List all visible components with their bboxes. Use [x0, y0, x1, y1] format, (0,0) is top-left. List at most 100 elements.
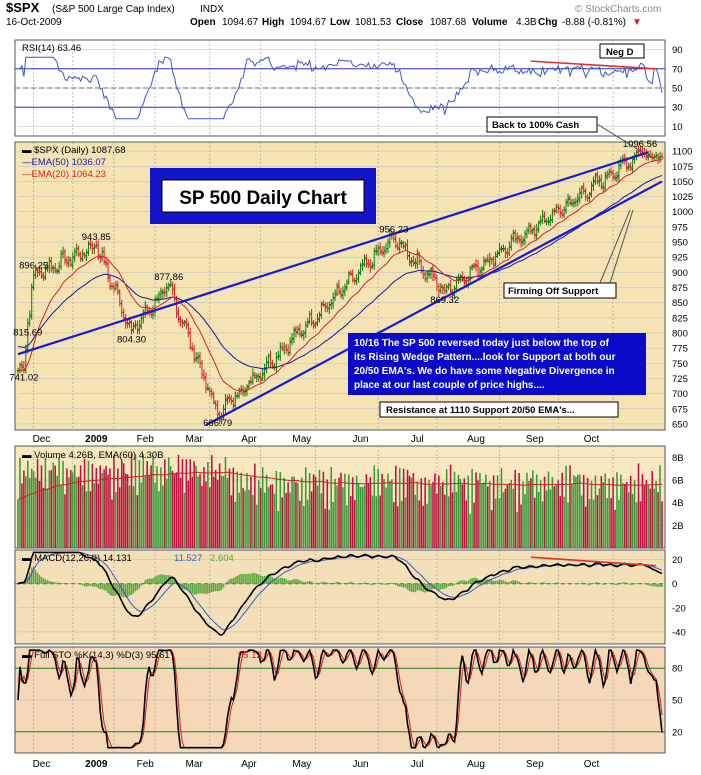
- macd-histogram-bar: [301, 581, 303, 584]
- volume-bar: [148, 475, 150, 548]
- volume-bar: [306, 499, 309, 548]
- volume-bar: [412, 473, 415, 548]
- macd-histogram-bar: [299, 580, 301, 584]
- volume-bar: [130, 453, 133, 548]
- macd-histogram-bar: [152, 578, 154, 584]
- macd-histogram-bar: [99, 583, 101, 590]
- volume-bar: [30, 468, 33, 548]
- volume-bar: [434, 473, 436, 548]
- volume-bar: [318, 469, 321, 548]
- volume-bar: [588, 499, 591, 548]
- volume-bar: [32, 471, 35, 548]
- volume-bar: [518, 472, 520, 548]
- price-tick-9: 875: [672, 283, 688, 294]
- macd-histogram-bar: [524, 583, 526, 584]
- volume-bar: [150, 465, 152, 548]
- volume-bar: [463, 478, 466, 548]
- macd-legend-signal: 11.527: [174, 553, 202, 564]
- macd-histogram-bar: [596, 582, 599, 584]
- macd-histogram-bar: [146, 579, 148, 584]
- macd-histogram-bar: [557, 582, 560, 584]
- macd-histogram-bar: [391, 582, 393, 584]
- volume-bar: [126, 474, 129, 548]
- volume-bar: [58, 457, 60, 548]
- volume-bar: [492, 475, 495, 548]
- volume-bar: [95, 467, 98, 548]
- macd-tick-2: 0: [672, 579, 677, 590]
- volume-bar: [596, 495, 599, 548]
- volume-bar: [269, 484, 272, 548]
- macd-histogram-bar: [93, 583, 96, 587]
- x-label-bottom-7: Jul: [411, 759, 424, 770]
- volume-bar: [152, 455, 154, 548]
- price-tick-10: 900: [672, 268, 688, 279]
- volume-bar: [532, 470, 534, 548]
- volume-bar: [514, 469, 516, 548]
- volume-bar: [73, 465, 76, 548]
- volume-bar: [555, 484, 558, 548]
- volume-bar: [353, 499, 356, 548]
- volume-bar: [252, 494, 254, 548]
- volume-bar: [303, 505, 305, 548]
- volume-bar: [195, 465, 197, 548]
- macd-tick-0: -40: [672, 627, 686, 638]
- volume-tick-3: 8B: [672, 453, 684, 464]
- macd-histogram-bar: [238, 574, 240, 584]
- macd-histogram-bar: [306, 581, 309, 584]
- volume-bar: [107, 474, 109, 548]
- macd-histogram-bar: [410, 583, 413, 592]
- sto-tick-2: 80: [672, 664, 683, 675]
- macd-line: [17, 551, 663, 636]
- volume-bar: [140, 482, 143, 548]
- volume-bar: [494, 498, 497, 548]
- macd-histogram-bar: [543, 582, 546, 584]
- macd-histogram-bar: [365, 582, 368, 584]
- volume-bar: [430, 485, 432, 548]
- cash-text: Back to 100% Cash: [492, 120, 579, 131]
- x-label-bottom-10: Oct: [584, 759, 600, 770]
- volume-bar: [87, 460, 90, 548]
- negd-box: [599, 43, 645, 59]
- volume-bar: [263, 492, 266, 548]
- macd-histogram-bar: [164, 574, 166, 584]
- macd-histogram-bar: [498, 579, 501, 584]
- macd-histogram-bar: [87, 583, 90, 587]
- macd-histogram-bar: [257, 574, 260, 584]
- volume-bar: [404, 497, 407, 548]
- macd-histogram-bar: [322, 581, 325, 584]
- volume-bar: [369, 477, 372, 548]
- macd-histogram-bar: [42, 578, 45, 584]
- volume-bar: [631, 493, 634, 548]
- volume-bar: [328, 509, 331, 548]
- macd-histogram-bar: [395, 583, 397, 585]
- macd-histogram-bar: [357, 583, 360, 585]
- volume-bar: [144, 475, 147, 548]
- macd-histogram-bar: [631, 583, 634, 585]
- volume-bar: [545, 490, 548, 548]
- volume-bar: [299, 500, 301, 548]
- macd-histogram-bar: [588, 583, 591, 586]
- price-tick-5: 775: [672, 344, 688, 355]
- macd-histogram-bar: [361, 582, 364, 584]
- chart-header: $SPX (S&P 500 Large Cap Index) INDX © St…: [6, 0, 661, 28]
- price-point-label: 956.23: [379, 224, 408, 235]
- macd-histogram-bar: [508, 581, 511, 584]
- volume-bar: [68, 477, 70, 548]
- macd-histogram-bar: [107, 583, 109, 594]
- rsi-legend: RSI(14) 63.46: [22, 43, 81, 54]
- volume-bar: [79, 465, 82, 548]
- series-layer: [16, 56, 664, 749]
- volume-tick-0: 2B: [672, 521, 684, 532]
- support-arrow-2: [609, 209, 634, 284]
- macd-histogram-bar: [434, 583, 436, 589]
- volume-bar: [181, 459, 184, 548]
- volume-bar: [109, 468, 111, 548]
- volume-bar: [218, 463, 221, 548]
- x-label-bottom-2: Feb: [137, 759, 155, 770]
- volume-bar: [189, 459, 192, 548]
- macd-histogram-bar: [101, 583, 103, 590]
- volume-bar: [171, 471, 174, 548]
- volume-bar: [475, 472, 477, 548]
- sto-legend: ▬ Full STO %K(14,3) %D(3) 95.61: [22, 650, 170, 661]
- volume-bar: [191, 476, 193, 548]
